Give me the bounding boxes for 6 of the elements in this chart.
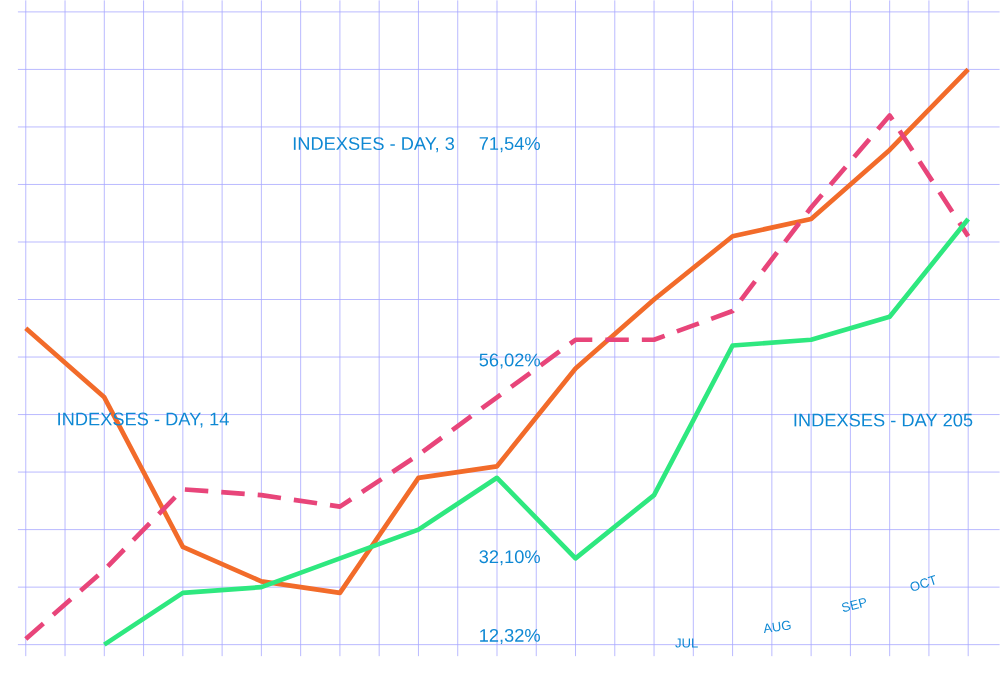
annotation: 32,10% [479, 550, 540, 566]
annotation: INDEXSES - DAY 205 [794, 413, 973, 427]
annotation: INDEXSES - DAY, 3 [293, 137, 455, 153]
annotation: 12,32% [480, 628, 540, 644]
annotation: 71,54% [479, 137, 540, 153]
annotation: 56,02% [479, 353, 540, 369]
